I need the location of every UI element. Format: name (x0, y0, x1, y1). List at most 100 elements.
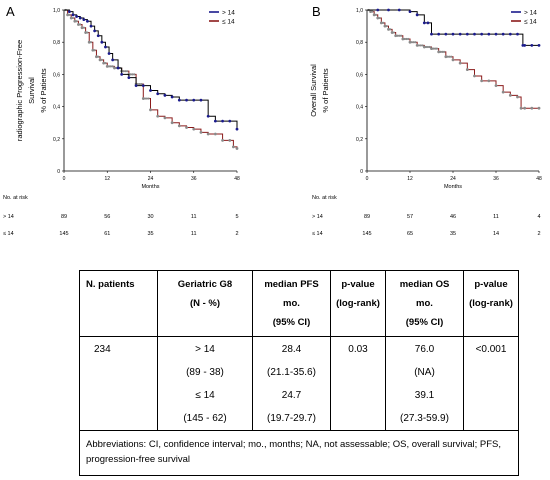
risk-value: 46 (450, 214, 456, 220)
risk-row-label: ≤ 14 (3, 231, 14, 237)
data-point (149, 108, 152, 112)
data-point (104, 62, 107, 65)
data-point (458, 61, 462, 65)
header-g8: Geriatric G8 (N - %) (157, 270, 253, 337)
data-point (416, 44, 419, 47)
data-point (487, 32, 491, 36)
x-tick-label: 24 (450, 176, 456, 182)
data-point (382, 21, 385, 24)
data-point (93, 49, 96, 52)
data-point (149, 89, 152, 92)
risk-value: 2 (235, 231, 238, 237)
data-point (163, 116, 167, 120)
data-point (111, 65, 114, 68)
data-point (448, 55, 451, 58)
data-point (516, 95, 519, 99)
data-point (199, 130, 203, 134)
data-point (170, 121, 174, 125)
data-point (177, 98, 181, 102)
risk-value: 35 (450, 231, 456, 237)
data-point (163, 93, 167, 97)
risk-value: 2 (537, 231, 540, 237)
data-point (422, 21, 426, 25)
data-point (519, 106, 523, 110)
data-point (206, 132, 210, 136)
risk-value: 11 (191, 214, 197, 220)
data-point (98, 58, 102, 62)
risk-row-label: > 14 (3, 214, 14, 220)
data-point (77, 23, 80, 26)
data-point (89, 41, 93, 44)
y-tick-label: 0,4 (356, 105, 363, 111)
risk-value: 65 (407, 231, 413, 237)
data-point (228, 119, 232, 123)
pfs-chart: 0 0,2 0,4 0,6 0,8 1,0 0 12 24 36 48 Months radiograp… (3, 8, 240, 237)
y-tick-label: 0 (57, 169, 60, 175)
data-point (530, 106, 534, 110)
header-os-pvalue: p-value (log-rank) (463, 270, 519, 337)
data-point (412, 41, 415, 44)
data-point (82, 18, 86, 22)
abbreviations-note: Abbreviations: CI, confidence interval; … (79, 430, 519, 476)
data-point (142, 97, 145, 100)
data-point (421, 44, 424, 47)
data-point (487, 79, 491, 83)
data-point (371, 10, 374, 13)
table-abbreviation-row: Abbreviations: CI, confidence interval; … (79, 430, 519, 476)
data-point (156, 92, 160, 96)
series-line (64, 9, 238, 149)
y-tick-label: 0,4 (53, 105, 60, 111)
data-point (71, 16, 75, 20)
data-point (423, 45, 426, 49)
data-point (390, 31, 394, 34)
data-point (451, 32, 455, 36)
data-point (387, 8, 390, 12)
x-tick-label: 48 (536, 176, 542, 182)
data-point (78, 16, 82, 20)
table-header-row: N. patients Geriatric G8 (N - %) median … (79, 270, 519, 337)
data-point (414, 41, 417, 44)
data-point (446, 55, 449, 58)
data-point (480, 79, 484, 83)
data-point (93, 29, 97, 33)
data-point (221, 119, 224, 123)
data-point (75, 20, 78, 23)
summary-table: N. patients Geriatric G8 (N - %) median … (79, 270, 519, 476)
panel-b-label: B (312, 4, 321, 19)
data-point (397, 8, 401, 12)
risk-value: 35 (147, 231, 153, 237)
data-point (383, 25, 387, 28)
data-point (86, 31, 89, 34)
data-point (66, 13, 69, 16)
data-point (131, 73, 134, 76)
data-point (120, 73, 124, 76)
data-point (419, 44, 422, 47)
data-point (107, 65, 111, 68)
x-tick-label: 12 (104, 176, 110, 182)
data-point (473, 32, 476, 36)
y-tick-label: 0,2 (53, 137, 60, 143)
header-pfs: median PFS mo. (95% CI) (252, 270, 331, 337)
data-point (75, 15, 79, 18)
data-point (508, 93, 512, 97)
risk-value: 4 (537, 214, 540, 220)
data-point (415, 13, 419, 17)
data-point (73, 20, 76, 23)
data-point (82, 26, 85, 29)
y-tick-label: 0,8 (53, 40, 60, 46)
data-point (428, 45, 431, 49)
risk-value: 145 (59, 231, 68, 237)
risk-value: 5 (235, 214, 238, 220)
data-point (100, 58, 103, 62)
data-point (89, 24, 93, 28)
cell-os: 76.0 (NA) 39.1 (27.3-59.9) (385, 336, 464, 431)
data-point (378, 16, 381, 20)
legend-label: ≤ 14 (524, 19, 537, 26)
data-point (129, 73, 132, 76)
data-point (177, 124, 181, 128)
y-axis-label: radiographic Progression-Free (15, 40, 24, 141)
data-point (206, 114, 210, 118)
data-point (432, 47, 435, 50)
data-point (68, 13, 71, 16)
y-tick-label: 0,8 (356, 40, 363, 46)
